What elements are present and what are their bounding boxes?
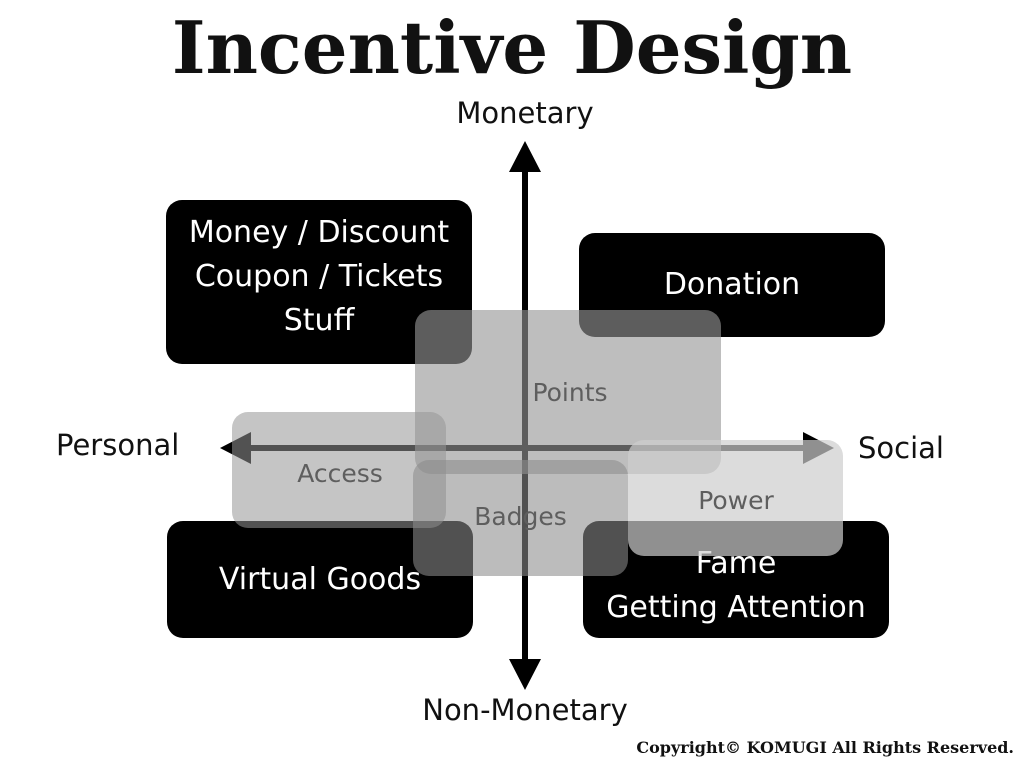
box-power: Power [628, 440, 843, 556]
box-line: Getting Attention [606, 589, 866, 625]
box-line: Virtual Goods [218, 561, 422, 597]
box-line: Stuff [283, 303, 355, 338]
box-virtual-goods: Virtual Goods [167, 521, 473, 638]
box-badges: Badges [413, 460, 628, 576]
arrow-down-icon [509, 659, 541, 690]
box-access: Access [232, 412, 446, 528]
box-money-discount-coupon-stuff: Money / Discount Coupon / Tickets Stuff [166, 200, 472, 364]
axis-label-personal: Personal [56, 428, 180, 462]
box-label: Power [698, 486, 774, 515]
axis-label-social: Social [858, 431, 944, 465]
axis-label-non-monetary: Non-Monetary [422, 693, 628, 727]
slide-title: Incentive Design [171, 5, 853, 90]
axis-label-monetary: Monetary [456, 96, 594, 130]
box-label: Access [297, 459, 383, 488]
box-label: Badges [474, 502, 567, 531]
box-line: Money / Discount [188, 215, 450, 250]
box-line: Coupon / Tickets [194, 259, 444, 294]
box-donation: Donation [579, 233, 885, 337]
box-line: Donation [663, 267, 801, 302]
copyright-notice: Copyright© KOMUGI All Rights Reserved. [636, 738, 1014, 757]
box-label: Points [532, 378, 608, 407]
arrow-up-icon [509, 141, 541, 172]
